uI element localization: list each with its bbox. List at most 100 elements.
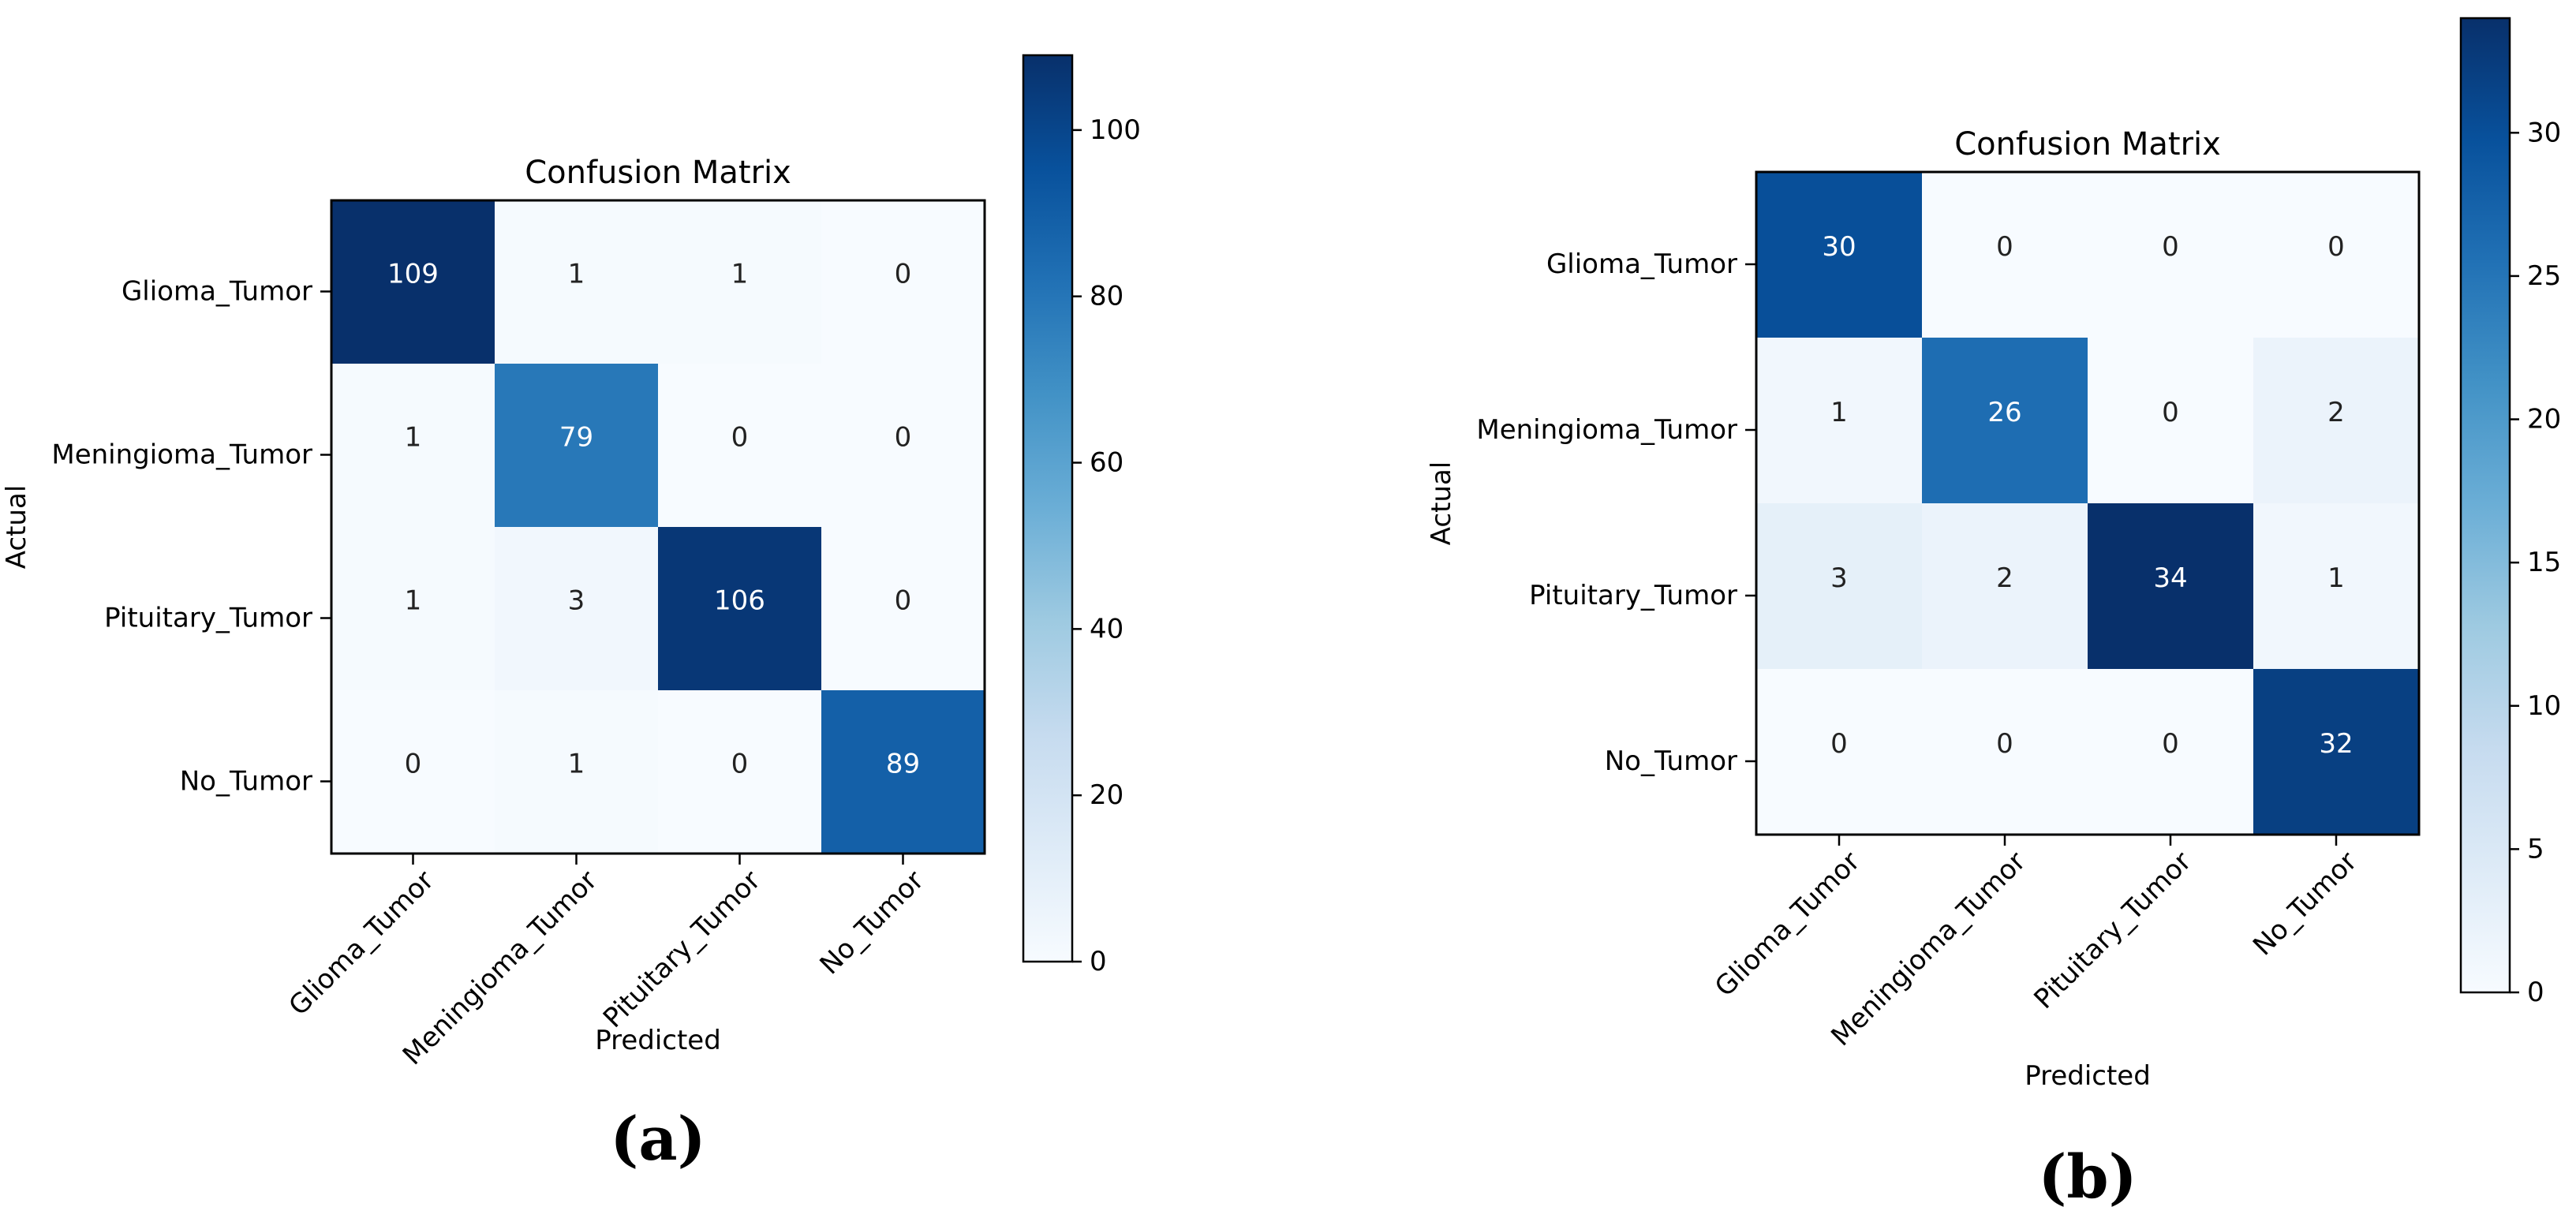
- x-axis-label-b: Predicted: [2025, 1060, 2151, 1092]
- heatmap-cell-b: [2253, 172, 2420, 338]
- plot-frame-a: [330, 199, 986, 855]
- colorbar-tick-label-b: 10: [2527, 690, 2561, 722]
- cell-value-label-a: 0: [731, 422, 749, 454]
- cell-value-label-b: 0: [2162, 728, 2179, 760]
- cell-value-label-b: 1: [2327, 562, 2345, 594]
- subfigure-caption-b: (b): [2038, 1141, 2137, 1212]
- colorbar-tick-label-a: 60: [1090, 447, 1123, 479]
- cell-value-label-b: 34: [2153, 562, 2187, 594]
- colorbar-tick-label-b: 30: [2527, 117, 2561, 148]
- heatmap-cell-b: [2088, 669, 2254, 835]
- x-tick-label-a: Pituitary_Tumor: [597, 865, 767, 1034]
- heatmap-cell-b: [1922, 338, 2088, 504]
- heatmap-cell-a: [495, 527, 659, 691]
- heatmap-cell-b: [2088, 172, 2254, 338]
- cell-value-label-a: 1: [568, 259, 585, 290]
- heatmap-cell-b: [1756, 503, 1923, 670]
- cell-value-label-a: 1: [731, 259, 749, 290]
- cell-value-label-b: 0: [2162, 231, 2179, 263]
- y-axis-label-a: Actual: [1, 485, 32, 570]
- heatmap-cell-a: [495, 200, 659, 364]
- cell-value-label-b: 30: [1822, 231, 1856, 263]
- y-tick-label-a: Pituitary_Tumor: [104, 603, 312, 634]
- heatmap-cell-a: [821, 690, 985, 854]
- cell-value-label-b: 2: [2327, 397, 2345, 428]
- cell-value-label-a: 0: [895, 585, 912, 617]
- colorbar-tick-label-b: 5: [2527, 833, 2544, 865]
- heatmap-cell-a: [658, 200, 822, 364]
- colorbar-tick-label-b: 15: [2527, 547, 2561, 578]
- heatmap-cell-b: [1756, 172, 1923, 338]
- cell-value-label-b: 0: [1996, 728, 2013, 760]
- heatmap-cell-a: [331, 527, 495, 691]
- colorbar-b: [2459, 17, 2511, 994]
- colorbar-tick-label-b: 0: [2527, 977, 2544, 1008]
- cell-value-label-a: 0: [731, 749, 749, 780]
- x-tick-label-b: No_Tumor: [2247, 846, 2363, 962]
- colorbar-tick-label-a: 100: [1090, 114, 1141, 146]
- subfigure-caption-a: (a): [610, 1104, 705, 1174]
- cell-value-label-a: 1: [405, 422, 422, 454]
- heatmap-cell-a: [658, 364, 822, 528]
- x-tick-label-a: Glioma_Tumor: [282, 865, 439, 1022]
- y-tick-label-a: Meningioma_Tumor: [51, 439, 312, 471]
- cell-value-label-a: 0: [895, 259, 912, 290]
- cell-value-label-b: 1: [1830, 397, 1848, 428]
- y-tick-label-a: No_Tumor: [180, 766, 312, 798]
- cell-value-label-a: 109: [387, 259, 439, 290]
- heatmap-cell-a: [495, 364, 659, 528]
- colorbar-a: [1022, 54, 1074, 963]
- heatmap-cell-b: [2088, 338, 2254, 504]
- heatmap-cell-b: [2253, 338, 2420, 504]
- heatmap-cell-a: [495, 690, 659, 854]
- cell-value-label-a: 1: [568, 749, 585, 780]
- y-tick-label-b: Meningioma_Tumor: [1476, 414, 1737, 446]
- cell-value-label-b: 0: [2327, 231, 2345, 263]
- cell-value-label-b: 32: [2319, 728, 2353, 760]
- x-axis-label-a: Predicted: [595, 1025, 721, 1056]
- y-tick-label-b: Glioma_Tumor: [1546, 248, 1737, 280]
- heatmap-cell-b: [1756, 338, 1923, 504]
- y-axis-label-b: Actual: [1426, 461, 1457, 546]
- cell-value-label-b: 0: [2162, 397, 2179, 428]
- chart-title-b: Confusion Matrix: [1954, 126, 2221, 163]
- heatmap-cell-b: [2253, 503, 2420, 670]
- cell-value-label-b: 2: [1996, 562, 2013, 594]
- colorbar-tick-label-a: 40: [1090, 613, 1123, 644]
- cell-value-label-a: 1: [405, 585, 422, 617]
- colorbar-tick-label-b: 25: [2527, 260, 2561, 292]
- colorbar-tick-label-a: 80: [1090, 281, 1123, 312]
- cell-value-label-a: 89: [886, 749, 920, 780]
- confusion-matrix-a: 109 1 1 0 1 79 0 0 1 3 106 0 0 1 0 89 Confusion Matrix Gl…: [1, 54, 1141, 1174]
- heatmap-cell-b: [1922, 503, 2088, 670]
- cell-value-label-a: 79: [559, 422, 593, 454]
- heatmap-cell-b: [1922, 669, 2088, 835]
- colorbar-tick-label-a: 20: [1090, 779, 1123, 811]
- cell-value-label-b: 26: [1987, 397, 2021, 428]
- x-tick-label-a: No_Tumor: [814, 865, 930, 981]
- cell-value-label-b: 0: [1830, 728, 1848, 760]
- y-tick-label-b: No_Tumor: [1605, 745, 1737, 777]
- heatmap-cell-a: [658, 690, 822, 854]
- y-tick-label-a: Glioma_Tumor: [122, 276, 312, 308]
- cell-value-label-a: 3: [568, 585, 585, 617]
- cell-value-label-b: 3: [1830, 562, 1848, 594]
- heatmap-cell-b: [1922, 172, 2088, 338]
- heatmap-cell-a: [821, 364, 985, 528]
- heatmap-cell-a: [821, 200, 985, 364]
- heatmap-cell-b: [2088, 503, 2254, 670]
- x-tick-label-b: Glioma_Tumor: [1709, 846, 1866, 1003]
- cell-value-label-a: 0: [405, 749, 422, 780]
- plot-frame-b: [1755, 170, 2421, 836]
- heatmap-cell-a: [331, 690, 495, 854]
- cell-value-label-b: 0: [1996, 231, 2013, 263]
- x-tick-label-b: Pituitary_Tumor: [2028, 846, 2198, 1015]
- colorbar-tick-label-b: 20: [2527, 404, 2561, 435]
- heatmap-cell-b: [2253, 669, 2420, 835]
- cell-value-label-a: 0: [895, 422, 912, 454]
- colorbar-tick-label-a: 0: [1090, 946, 1107, 977]
- y-tick-label-b: Pituitary_Tumor: [1529, 580, 1737, 611]
- heatmap-cell-a: [331, 364, 495, 528]
